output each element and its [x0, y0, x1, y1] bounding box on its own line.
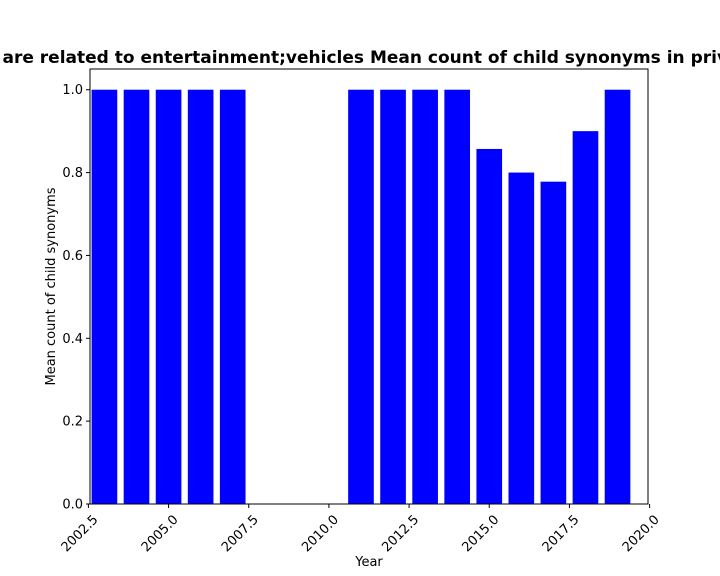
- bar-2013: [412, 89, 438, 504]
- plot-frame: [89, 68, 649, 505]
- y-tick-label: 0.2: [62, 415, 83, 430]
- x-tick-label: 2020.0: [620, 512, 663, 555]
- bar-2019: [604, 89, 631, 504]
- y-axis-label: Mean count of child synonyms: [44, 187, 59, 385]
- bar-2015: [476, 148, 503, 504]
- x-tick-label: 2002.5: [59, 512, 102, 555]
- bar-2003: [91, 89, 118, 504]
- bar-2014: [444, 89, 471, 504]
- y-tick-label: 0.6: [62, 249, 83, 264]
- y-tick-label: 1.0: [62, 83, 83, 98]
- x-tick-label: 2012.5: [379, 512, 422, 555]
- x-tick-label: 2010.0: [299, 512, 342, 555]
- bar-2006: [187, 89, 214, 504]
- bar-2012: [380, 89, 406, 504]
- x-tick-label: 2017.5: [540, 512, 583, 555]
- bars-group: [91, 89, 631, 505]
- x-tick-label: 2015.0: [460, 512, 503, 555]
- bar-2016: [508, 172, 535, 505]
- bar-2005: [155, 89, 182, 504]
- bar-2007: [219, 89, 246, 504]
- y-axis: 0.0 0.2 0.4 0.6 0.8 1.0: [62, 83, 90, 513]
- x-axis: 2002.5 2005.0 2007.5 2010.0 2012.5 2015.0 2017…: [59, 504, 663, 555]
- y-tick-label: 0.0: [62, 498, 83, 513]
- y-tick-label: 0.4: [62, 332, 83, 347]
- x-tick-label: 2007.5: [219, 512, 262, 555]
- bar-2017: [540, 181, 567, 504]
- y-tick-label: 0.8: [62, 166, 83, 181]
- bar-2011: [348, 89, 374, 504]
- x-axis-label: Year: [354, 555, 383, 570]
- chart-title: s are related to entertainment;vehicles …: [0, 48, 720, 68]
- bar-2004: [123, 89, 150, 504]
- bar-2018: [572, 131, 599, 504]
- x-tick-label: 2005.0: [139, 512, 182, 555]
